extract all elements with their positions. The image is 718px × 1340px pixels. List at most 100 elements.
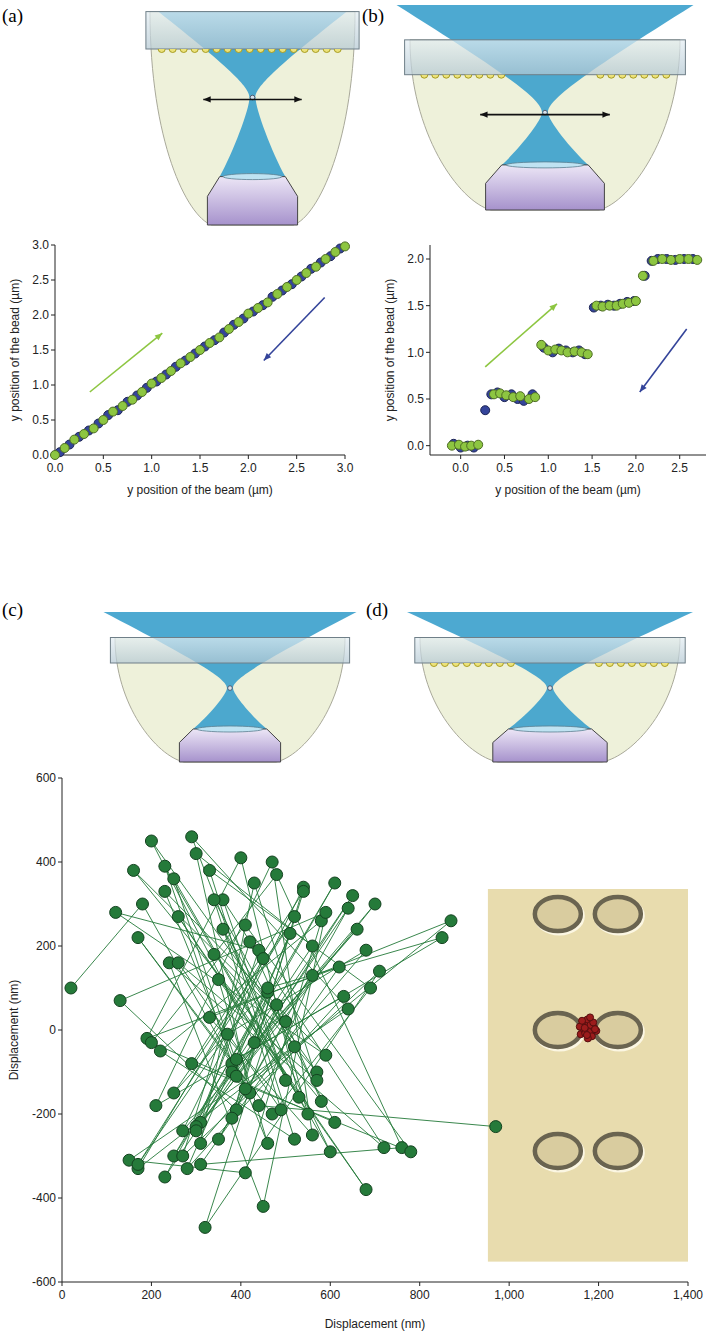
- nanostructure: [507, 663, 514, 667]
- data-point: [99, 416, 108, 425]
- laser-beam: [397, 5, 694, 165]
- x-tick-label: 1,200: [584, 1288, 614, 1302]
- data-point: [273, 290, 282, 299]
- data-point: [253, 1100, 265, 1112]
- nanostructure: [641, 75, 648, 79]
- micrograph-background: [488, 889, 688, 1262]
- y-axis-title: Displacement (nm): [7, 980, 21, 1081]
- nanostructure: [485, 663, 492, 667]
- x-tick-label: 0.5: [95, 461, 112, 475]
- data-point: [329, 1116, 341, 1128]
- data-point: [320, 906, 332, 918]
- data-point: [254, 304, 263, 313]
- data-point: [110, 906, 122, 918]
- nanostructure: [463, 663, 470, 667]
- sweep-arrow-head: [640, 384, 647, 392]
- x-tick-label: 400: [231, 1288, 251, 1302]
- nanostructure: [639, 663, 646, 667]
- y-tick: [426, 445, 430, 446]
- x-tick-label: 1.0: [143, 461, 160, 475]
- x-tick-label: 0: [59, 1288, 66, 1302]
- data-point: [226, 1112, 238, 1124]
- data-point: [145, 1037, 157, 1049]
- series-line: [71, 837, 496, 1228]
- data-point: [196, 346, 205, 355]
- data-point: [199, 1221, 211, 1233]
- data-point: [693, 255, 702, 264]
- data-point: [204, 864, 216, 876]
- y-tick: [58, 946, 62, 947]
- data-point: [159, 1171, 171, 1183]
- data-point: [365, 982, 377, 994]
- data-point: [205, 339, 214, 348]
- plot-area: [51, 242, 350, 460]
- data-point: [591, 1026, 598, 1033]
- x-tick: [151, 455, 152, 459]
- objective: [207, 177, 297, 225]
- data-point: [186, 831, 198, 843]
- data-point: [490, 1121, 502, 1133]
- data-point: [378, 1142, 390, 1154]
- nanostructure: [432, 75, 439, 79]
- data-point: [638, 271, 647, 280]
- x-tick-label: 0.0: [452, 461, 469, 475]
- data-point: [136, 898, 148, 910]
- data-point: [89, 424, 98, 433]
- data-point: [181, 1163, 193, 1175]
- y-tick: [58, 1114, 62, 1115]
- x-tick-label: 2.0: [240, 461, 257, 475]
- data-point: [293, 1091, 305, 1103]
- x-tick-label: 0.5: [496, 461, 513, 475]
- data-point: [474, 440, 483, 449]
- nanostructure: [224, 49, 231, 53]
- x-tick: [509, 1282, 510, 1286]
- glass-slide: [146, 12, 359, 49]
- y-tick-label: 0.5: [407, 392, 424, 406]
- series: [576, 1014, 600, 1042]
- data-point: [80, 430, 89, 439]
- data-point: [342, 902, 354, 914]
- y-tick-label: 3.0: [32, 238, 49, 252]
- x-tick: [345, 455, 346, 459]
- data-point: [195, 1137, 207, 1149]
- objective-lens: [223, 174, 282, 180]
- axes: 0.00.51.01.52.02.50.00.51.01.52.0y posit…: [383, 245, 706, 497]
- data-point: [257, 953, 269, 965]
- x-tick: [240, 1282, 241, 1286]
- nanostructure: [169, 49, 176, 53]
- nanostructure: [498, 75, 505, 79]
- nanostructure: [606, 663, 613, 667]
- x-tick-label: 1,000: [494, 1288, 524, 1302]
- y-tick: [58, 1198, 62, 1199]
- data-point: [649, 256, 658, 265]
- plot-area: [65, 831, 600, 1234]
- laser-beam: [104, 612, 357, 729]
- nanostructure: [630, 75, 637, 79]
- series: [447, 255, 701, 452]
- data-point: [289, 1041, 301, 1053]
- nanostructure: [158, 49, 165, 53]
- panel-label: (d): [366, 599, 388, 621]
- nanostructure: [443, 75, 450, 78]
- y-tick-label: 2.0: [407, 252, 424, 266]
- x-tick-label: 200: [141, 1288, 161, 1302]
- data-point: [213, 1133, 225, 1145]
- x-axis-title: y position of the beam (µm): [127, 483, 273, 497]
- data-point: [311, 1074, 323, 1086]
- series: [51, 242, 350, 460]
- x-tick-label: 2.5: [671, 461, 688, 475]
- data-point: [234, 318, 243, 327]
- data-point: [157, 374, 166, 383]
- data-point: [373, 965, 385, 977]
- data-point: [658, 255, 667, 264]
- schematic: [146, 12, 359, 225]
- series: [65, 831, 502, 1234]
- data-point: [302, 1108, 314, 1120]
- y-tick-label: 0.0: [407, 439, 424, 453]
- y-tick: [426, 259, 430, 260]
- objective-lens: [513, 726, 588, 732]
- x-tick-label: 800: [410, 1288, 430, 1302]
- data-point: [150, 1100, 162, 1112]
- data-point: [132, 1158, 144, 1170]
- nanostructure: [650, 663, 657, 667]
